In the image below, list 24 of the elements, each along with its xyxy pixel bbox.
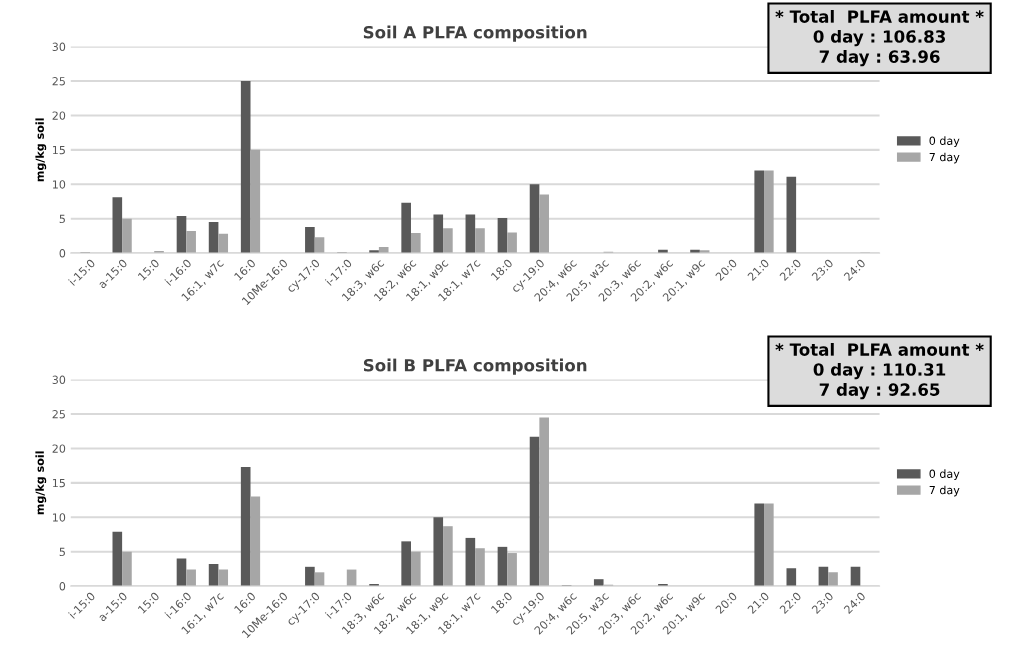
annotation: * Total PLFA amount * 0 day : 110.31 7 day : 92.65 bbox=[775, 342, 984, 400]
y-tick-label: 25 bbox=[52, 77, 65, 86]
annotation: * Total PLFA amount * 0 day : 106.83 7 day : 63.96 bbox=[775, 9, 984, 67]
legend-label: 0 day bbox=[929, 469, 960, 481]
legend-label: 0 day bbox=[929, 136, 960, 148]
y-tick-label: 10 bbox=[52, 180, 66, 189]
y-tick-label: 30 bbox=[52, 375, 66, 384]
chart-title: Soil B PLFA composition bbox=[363, 358, 587, 375]
legend-label: 7 day bbox=[929, 485, 960, 497]
y-tick-label: 5 bbox=[59, 214, 65, 224]
y-tick-label: 15 bbox=[52, 478, 65, 488]
y-axis-title: mg/kg soil bbox=[35, 118, 47, 182]
y-tick-label: 25 bbox=[52, 410, 65, 419]
y-tick-label: 0 bbox=[59, 582, 66, 591]
y-tick-label: 20 bbox=[52, 444, 66, 453]
y-tick-label: 5 bbox=[59, 547, 65, 557]
chart-title: Soil A PLFA composition bbox=[363, 25, 587, 42]
y-tick-label: 0 bbox=[59, 249, 66, 258]
y-tick-label: 20 bbox=[52, 111, 66, 120]
legend-label: 7 day bbox=[929, 152, 960, 164]
y-tick-label: 15 bbox=[52, 145, 65, 155]
y-tick-label: 10 bbox=[52, 513, 66, 522]
y-axis-title: mg/kg soil bbox=[35, 451, 47, 515]
y-tick-label: 30 bbox=[52, 42, 66, 51]
